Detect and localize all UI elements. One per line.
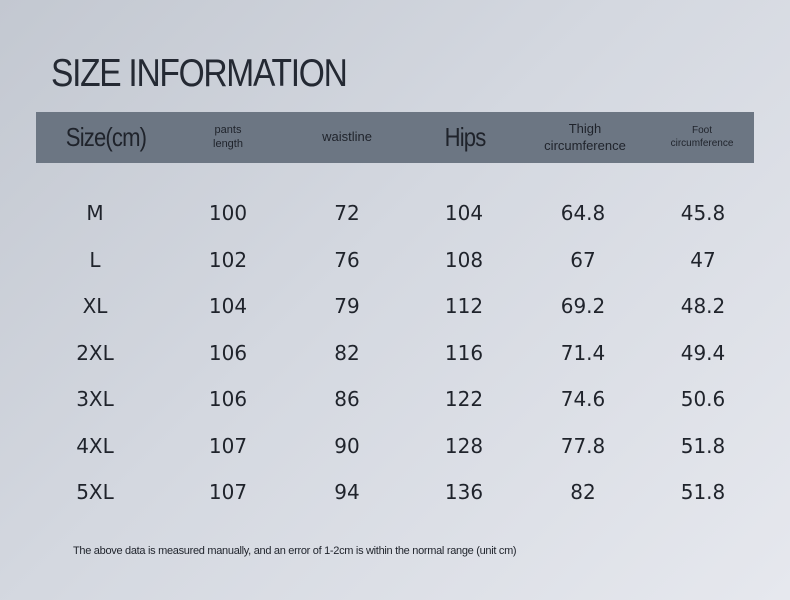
- cell-thigh: 74.6: [560, 387, 606, 411]
- cell-hips: 128: [444, 433, 484, 458]
- cell-foot: 48.2: [680, 294, 726, 318]
- header-hips: Hips: [444, 122, 487, 153]
- cell-pants-length: 104: [208, 294, 248, 318]
- cell-hips: 116: [444, 340, 484, 365]
- cell-size: XL: [82, 294, 108, 318]
- cell-pants-length: 107: [208, 433, 248, 458]
- cell-foot: 51.8: [680, 433, 726, 458]
- cell-hips: 104: [444, 201, 484, 225]
- cell-waistline: 94: [334, 480, 360, 504]
- cell-size: L: [89, 247, 101, 272]
- header-thigh-circumference: Thigh circumference: [544, 121, 626, 153]
- cell-hips: 136: [444, 480, 484, 504]
- header-waistline: waistline: [322, 129, 372, 145]
- cell-foot: 45.8: [680, 201, 726, 225]
- cell-waistline: 79: [334, 294, 360, 318]
- cell-pants-length: 100: [208, 201, 248, 225]
- cell-foot: 50.6: [680, 387, 726, 411]
- cell-waistline: 90: [334, 433, 360, 458]
- cell-waistline: 76: [334, 247, 360, 272]
- cell-hips: 112: [444, 294, 484, 318]
- cell-pants-length: 102: [208, 247, 248, 272]
- cell-thigh: 77.8: [560, 433, 606, 458]
- measurement-note: The above data is measured manually, and…: [73, 545, 517, 557]
- cell-thigh: 67: [570, 247, 596, 272]
- table-header: Size(cm) pants length waistline Hips Thi…: [36, 112, 754, 163]
- cell-thigh: 64.8: [560, 201, 606, 225]
- cell-hips: 122: [444, 387, 484, 411]
- cell-pants-length: 106: [208, 340, 248, 365]
- cell-foot: 51.8: [680, 480, 726, 504]
- cell-size: M: [86, 201, 104, 225]
- cell-waistline: 86: [334, 387, 360, 411]
- cell-waistline: 82: [334, 340, 360, 365]
- cell-size: 5XL: [76, 480, 114, 504]
- cell-foot: 49.4: [680, 340, 726, 365]
- cell-thigh: 69.2: [560, 294, 606, 318]
- cell-pants-length: 106: [208, 387, 248, 411]
- page-title: SIZE INFORMATION: [51, 52, 348, 95]
- cell-size: 2XL: [76, 340, 114, 365]
- cell-size: 4XL: [76, 433, 114, 458]
- header-pants-length: pants length: [213, 123, 243, 150]
- cell-hips: 108: [444, 247, 484, 272]
- cell-pants-length: 107: [208, 480, 248, 504]
- cell-foot: 47: [690, 247, 716, 272]
- cell-waistline: 72: [334, 201, 360, 225]
- header-foot-circumference: Foot circumference: [670, 125, 734, 149]
- header-size: Size(cm): [65, 122, 147, 153]
- cell-thigh: 71.4: [560, 340, 606, 365]
- cell-thigh: 82: [570, 480, 596, 504]
- cell-size: 3XL: [76, 387, 114, 411]
